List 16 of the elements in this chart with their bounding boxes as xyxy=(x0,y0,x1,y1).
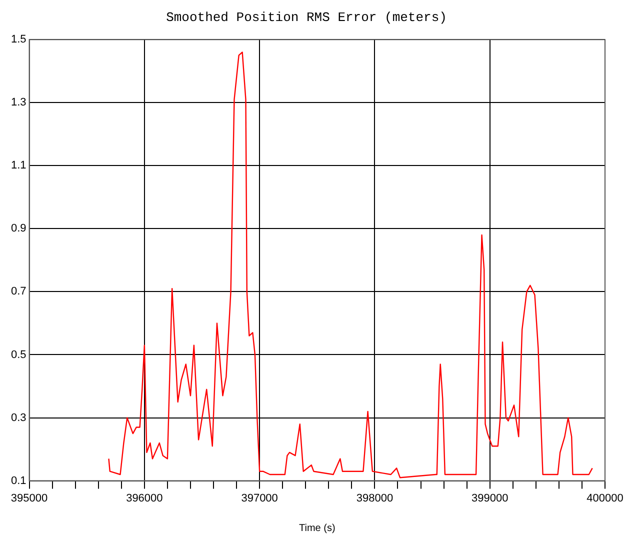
y-tick-label: 1.3 xyxy=(10,96,26,109)
y-tick-label: 0.7 xyxy=(10,286,26,298)
y-tick-label: 0.1 xyxy=(10,474,26,487)
x-tick-label: 396000 xyxy=(126,492,163,504)
chart-title: Smoothed Position RMS Error (meters) xyxy=(166,10,447,26)
y-tick-label: 1.1 xyxy=(10,160,26,172)
x-tick-label: 399000 xyxy=(472,492,508,504)
x-tick-label: 400000 xyxy=(586,492,624,504)
y-tick-label: 0.9 xyxy=(10,222,26,235)
x-tick-label: 395000 xyxy=(10,492,48,504)
x-tick-label: 397000 xyxy=(241,492,278,504)
y-tick-label: 0.5 xyxy=(10,348,26,361)
x-axis-title: Time (s) xyxy=(298,522,336,534)
y-tick-label: 0.3 xyxy=(10,412,26,424)
x-tick-label: 398000 xyxy=(356,492,394,504)
y-tick-label: 1.5 xyxy=(10,34,26,46)
